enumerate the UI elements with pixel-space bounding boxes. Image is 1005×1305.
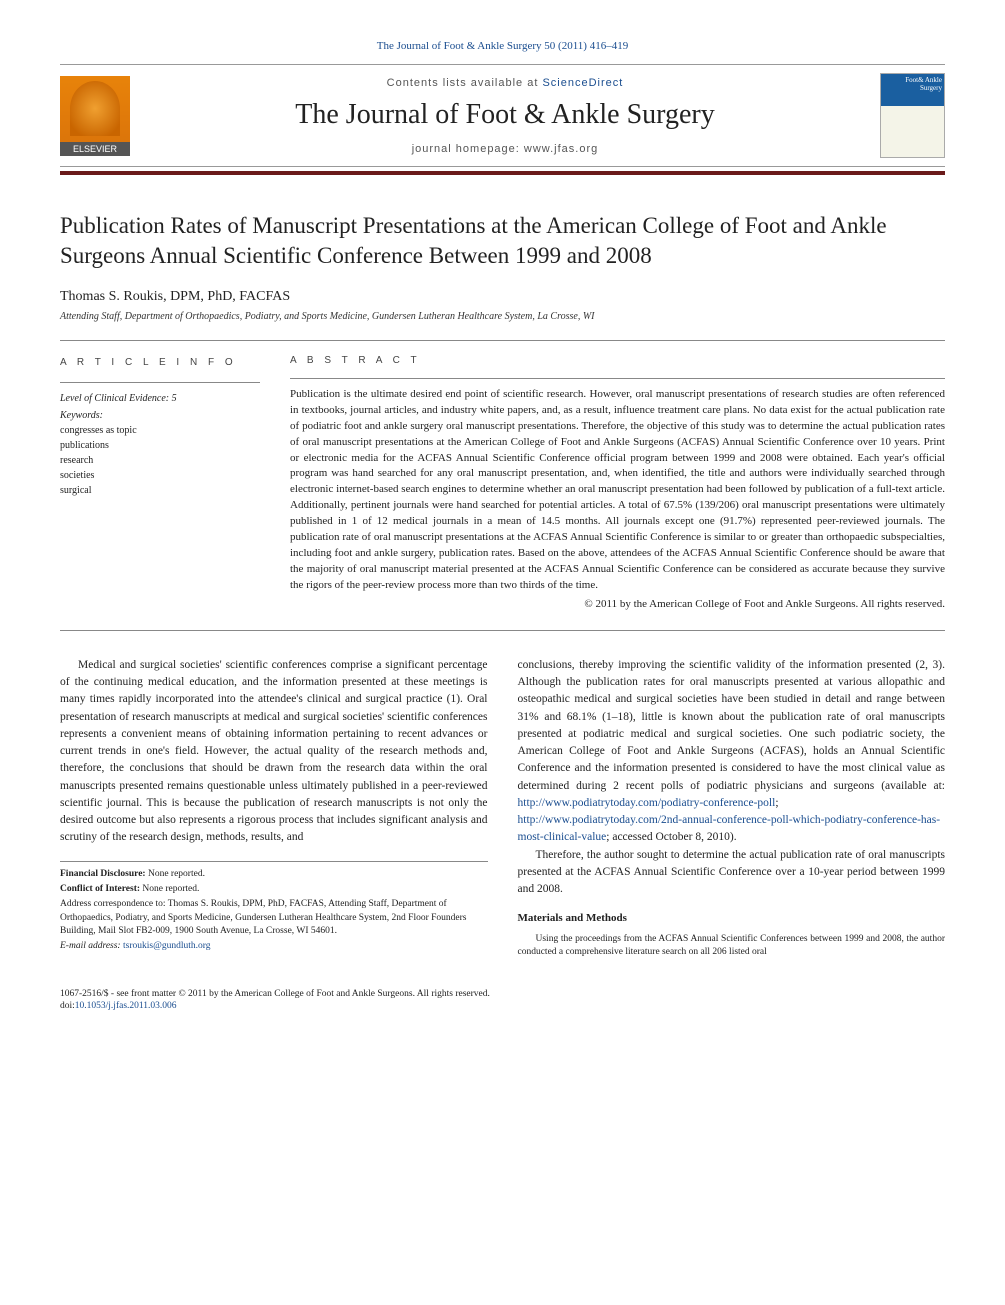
footnotes-block: Financial Disclosure: None reported. Con…: [60, 861, 488, 954]
author-line: Thomas S. Roukis, DPM, PhD, FACFAS: [60, 289, 945, 305]
divider: [60, 382, 260, 383]
abstract-block: A B S T R A C T Publication is the ultim…: [290, 355, 945, 610]
external-link-1[interactable]: http://www.podiatrytoday.com/podiatry-co…: [518, 797, 776, 809]
homepage-line: journal homepage: www.jfas.org: [142, 143, 868, 155]
info-abstract-row: A R T I C L E I N F O Level of Clinical …: [60, 341, 945, 630]
keyword: societies: [60, 468, 260, 483]
doi-link[interactable]: 10.1053/j.jfas.2011.03.006: [75, 1001, 177, 1011]
email-label: E-mail address:: [60, 941, 123, 951]
doi-line: doi:10.1053/j.jfas.2011.03.006: [60, 1000, 945, 1013]
front-matter-footer: 1067-2516/$ - see front matter © 2011 by…: [60, 988, 945, 1014]
elsevier-tree-icon: [70, 81, 120, 136]
article-info-block: A R T I C L E I N F O Level of Clinical …: [60, 355, 260, 610]
body-text: ; accessed October 8, 2010).: [606, 831, 736, 843]
sciencedirect-link[interactable]: ScienceDirect: [542, 77, 623, 89]
elsevier-label: ELSEVIER: [60, 142, 130, 156]
header-center: Contents lists available at ScienceDirec…: [142, 77, 868, 155]
mm-paragraph: Using the proceedings from the ACFAS Ann…: [518, 933, 946, 960]
homepage-prefix: journal homepage:: [412, 143, 524, 155]
contents-prefix: Contents lists available at: [387, 77, 543, 89]
contents-available-line: Contents lists available at ScienceDirec…: [142, 77, 868, 89]
article-title: Publication Rates of Manuscript Presenta…: [60, 211, 945, 271]
coi-text: None reported.: [140, 884, 199, 894]
materials-methods-heading: Materials and Methods: [518, 910, 946, 927]
journal-cover-thumbnail[interactable]: Foot& Ankle Surgery: [880, 73, 945, 158]
keyword: congresses as topic: [60, 423, 260, 438]
abstract-copyright: © 2011 by the American College of Foot a…: [290, 598, 945, 610]
front-matter-line: 1067-2516/$ - see front matter © 2011 by…: [60, 988, 945, 1001]
coi-label: Conflict of Interest:: [60, 884, 140, 894]
abstract-text: Publication is the ultimate desired end …: [290, 387, 945, 594]
journal-header: ELSEVIER Contents lists available at Sci…: [60, 64, 945, 167]
body-text: conclusions, thereby improving the scien…: [518, 659, 946, 792]
article-page: The Journal of Foot & Ankle Surgery 50 (…: [0, 0, 1005, 1053]
fd-label: Financial Disclosure:: [60, 869, 146, 879]
body-text: Medical and surgical societies' scientif…: [60, 659, 488, 844]
correspondence-address: Address correspondence to: Thomas S. Rou…: [60, 898, 488, 938]
article-info-label: A R T I C L E I N F O: [60, 355, 260, 370]
doi-prefix: doi:: [60, 1001, 75, 1011]
homepage-url[interactable]: www.jfas.org: [524, 143, 598, 155]
fd-text: None reported.: [146, 869, 205, 879]
sep: ;: [775, 797, 778, 809]
conflict-of-interest: Conflict of Interest: None reported.: [60, 883, 488, 896]
body-left-column: Medical and surgical societies' scientif…: [60, 657, 488, 960]
abstract-label: A B S T R A C T: [290, 355, 945, 366]
body-paragraph: Therefore, the author sought to determin…: [518, 847, 946, 899]
keyword: publications: [60, 438, 260, 453]
accent-bar: [60, 171, 945, 175]
journal-name: The Journal of Foot & Ankle Surgery: [142, 99, 868, 131]
divider: [290, 378, 945, 379]
email-link[interactable]: tsroukis@gundluth.org: [123, 941, 210, 951]
divider: [60, 630, 945, 631]
body-paragraph: Medical and surgical societies' scientif…: [60, 657, 488, 847]
cover-body: [881, 106, 944, 157]
body-right-column: conclusions, thereby improving the scien…: [518, 657, 946, 960]
affiliation-line: Attending Staff, Department of Orthopaed…: [60, 311, 945, 322]
elsevier-logo[interactable]: ELSEVIER: [60, 76, 130, 156]
email-line: E-mail address: tsroukis@gundluth.org: [60, 940, 488, 953]
financial-disclosure: Financial Disclosure: None reported.: [60, 868, 488, 881]
evidence-level: Level of Clinical Evidence: 5: [60, 391, 260, 406]
keywords-label: Keywords:: [60, 408, 260, 423]
keyword: surgical: [60, 483, 260, 498]
citation-line: The Journal of Foot & Ankle Surgery 50 (…: [60, 40, 945, 52]
keyword: research: [60, 453, 260, 468]
body-paragraph: conclusions, thereby improving the scien…: [518, 657, 946, 847]
body-columns: Medical and surgical societies' scientif…: [60, 657, 945, 960]
cover-title: Foot& Ankle Surgery: [881, 74, 944, 106]
